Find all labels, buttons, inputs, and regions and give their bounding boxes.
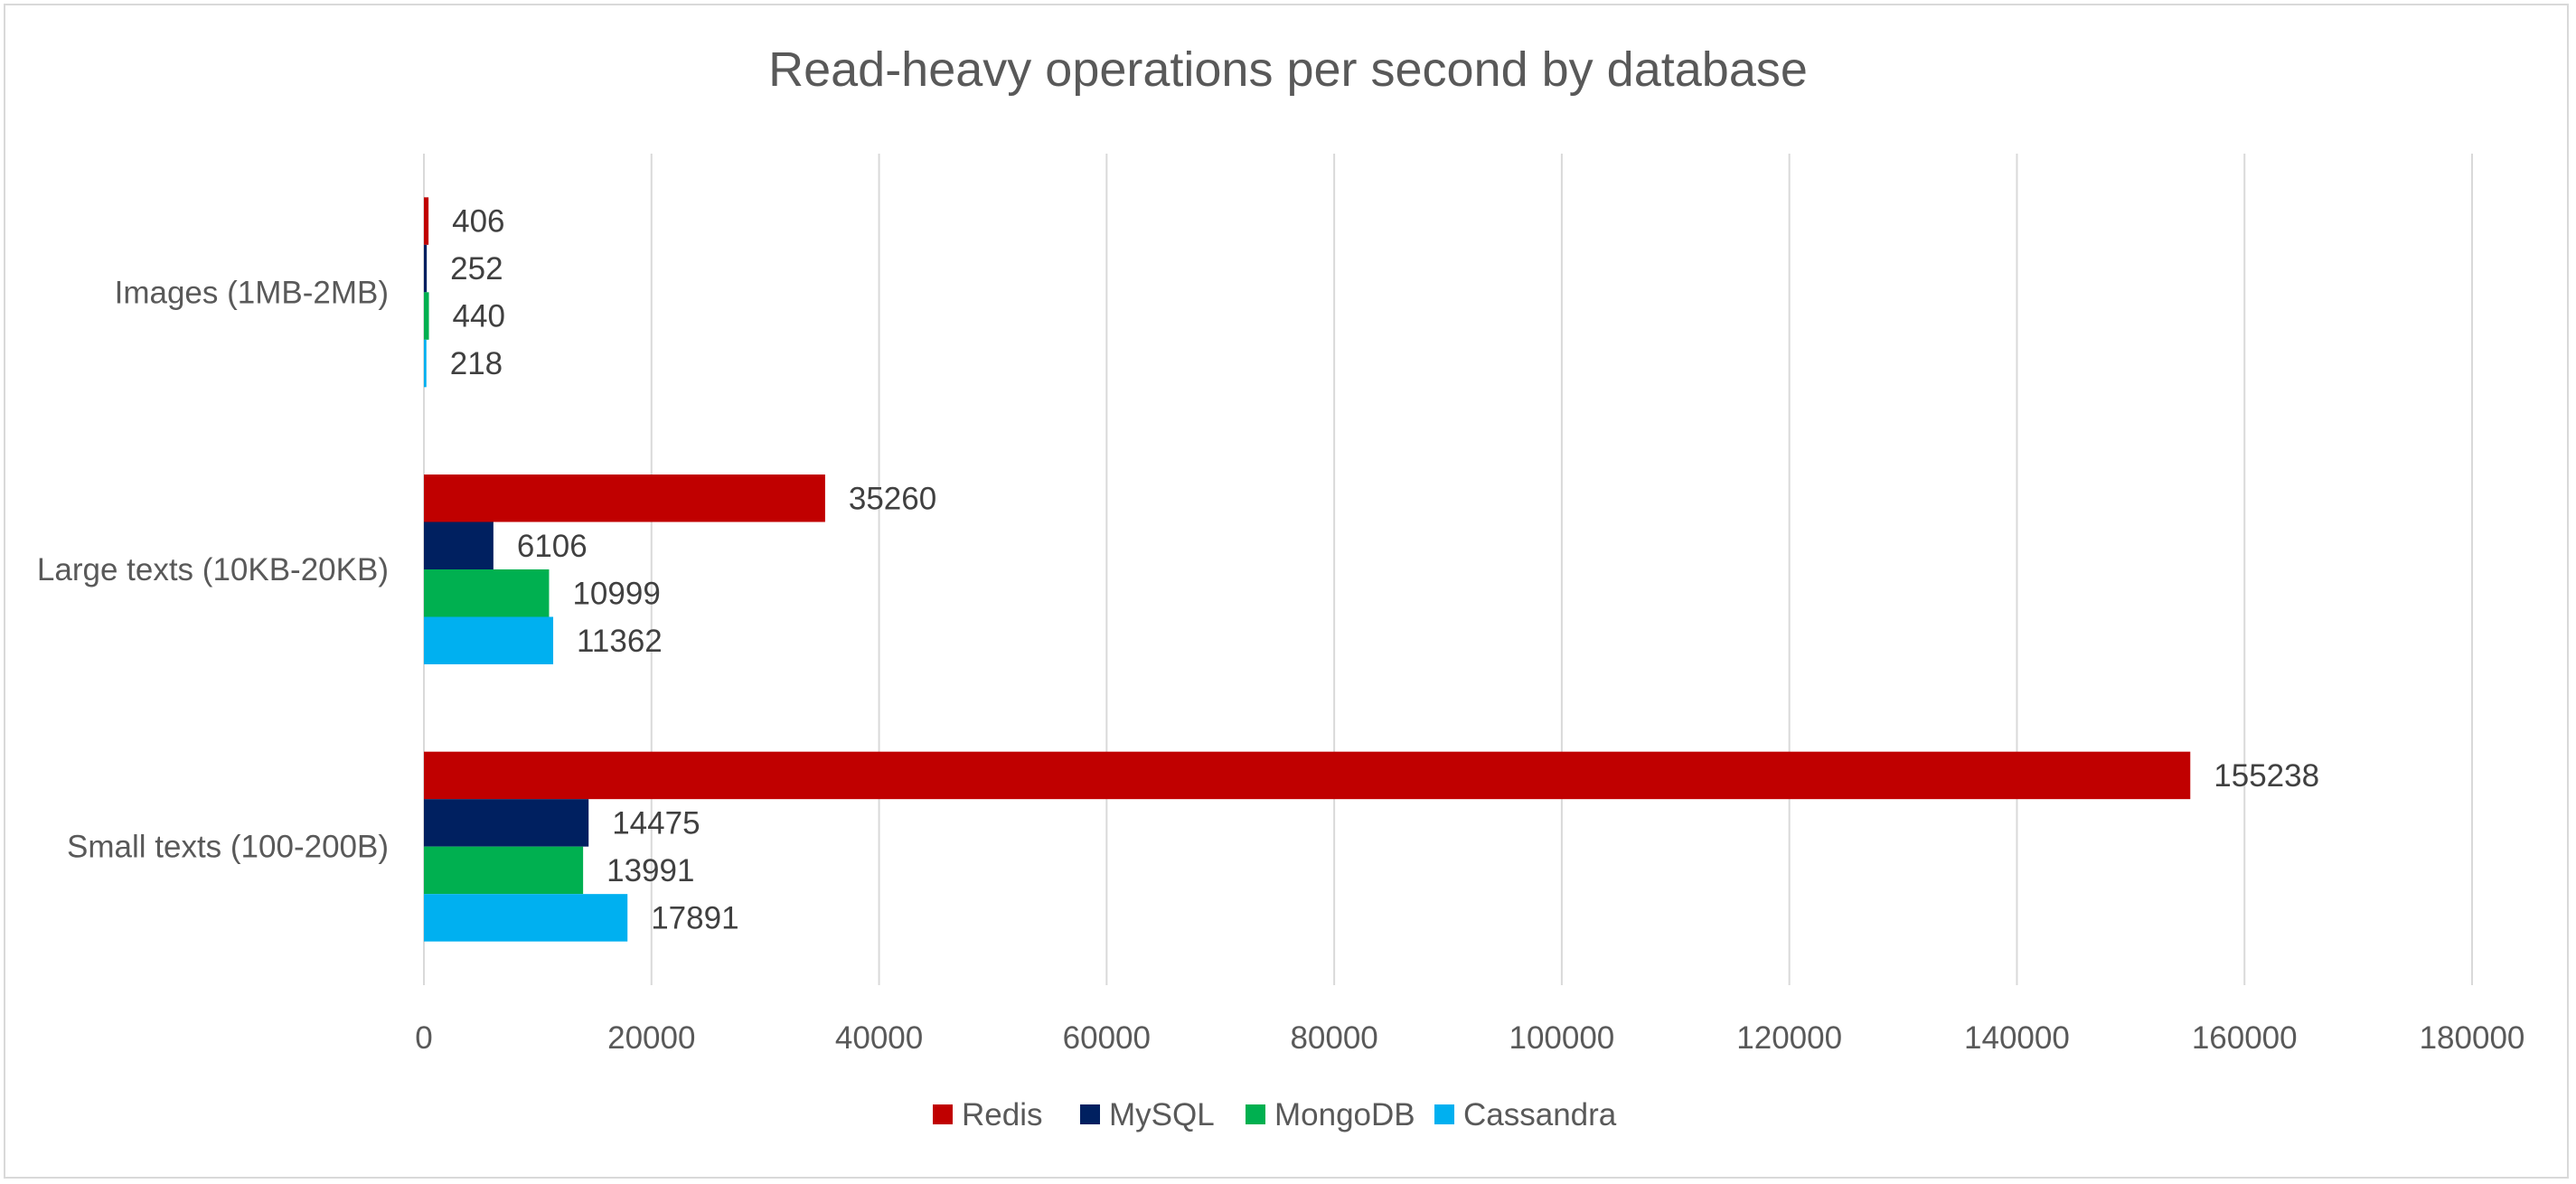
data-label: 11362 [577,624,663,659]
legend-swatch [1434,1104,1454,1124]
x-tick-label: 80000 [1290,1020,1377,1056]
x-tick-label: 60000 [1063,1020,1151,1056]
x-tick-label: 100000 [1509,1020,1614,1056]
legend-label: Cassandra [1463,1097,1617,1132]
chart-title: Read-heavy operations per second by data… [768,42,1808,97]
category-label: Small texts (100-200B) [67,830,389,865]
bar-cassandra [424,894,628,942]
legend-item-mongodb[interactable]: MongoDB [1246,1097,1415,1132]
legend-item-mysql[interactable]: MySQL [1080,1097,1215,1132]
category-label: Images (1MB-2MB) [115,275,389,310]
x-tick-label: 20000 [607,1020,695,1056]
x-tick-label: 160000 [2192,1020,2298,1056]
category-label: Large texts (10KB-20KB) [37,552,389,587]
bar-mongodb [424,292,429,340]
bar-redis [424,475,825,522]
bar-mysql [424,799,589,847]
data-label: 155238 [2214,758,2319,794]
bar-redis [424,751,2191,800]
data-label: 35260 [849,481,936,516]
data-labels: 406 252 440 218 35260 6106 10999 11362 155238 144… [450,204,2319,936]
x-axis-ticks: 0 20000 40000 60000 80000 100000 120000 140000 1… [415,1020,2524,1056]
x-tick-label: 40000 [835,1020,923,1056]
bar-mysql [424,522,494,569]
data-label: 406 [452,204,504,240]
legend-swatch [1080,1104,1100,1124]
legend-label: MySQL [1109,1097,1215,1132]
bar-redis [424,197,429,245]
data-label: 14475 [612,805,700,841]
legend-label: Redis [962,1097,1042,1132]
category-labels: Images (1MB-2MB) Large texts (10KB-20KB) S… [37,275,389,864]
bar-cassandra [424,339,427,388]
data-label: 13991 [606,853,694,888]
data-label: 218 [450,346,503,381]
legend-item-cassandra[interactable]: Cassandra [1434,1097,1617,1132]
bar-mongodb [424,846,584,895]
legend-item-redis[interactable]: Redis [933,1097,1042,1132]
legend-swatch [933,1104,953,1124]
x-tick-label: 0 [415,1020,432,1056]
bar-mongodb [424,569,550,617]
data-label: 17891 [651,900,738,935]
legend-label: MongoDB [1274,1097,1415,1132]
x-tick-label: 140000 [1964,1020,2070,1056]
legend-swatch [1246,1104,1265,1124]
bars [424,197,2191,942]
data-label: 10999 [572,576,660,611]
bar-mysql [424,244,428,293]
data-label: 252 [450,251,503,287]
gridlines [423,154,2473,985]
legend[interactable]: Redis MySQL MongoDB Cassandra [933,1097,1617,1132]
bar-cassandra [424,616,554,664]
x-tick-label: 180000 [2420,1020,2525,1056]
data-label: 6106 [517,529,588,564]
data-label: 440 [453,299,505,334]
x-tick-label: 120000 [1736,1020,1842,1056]
